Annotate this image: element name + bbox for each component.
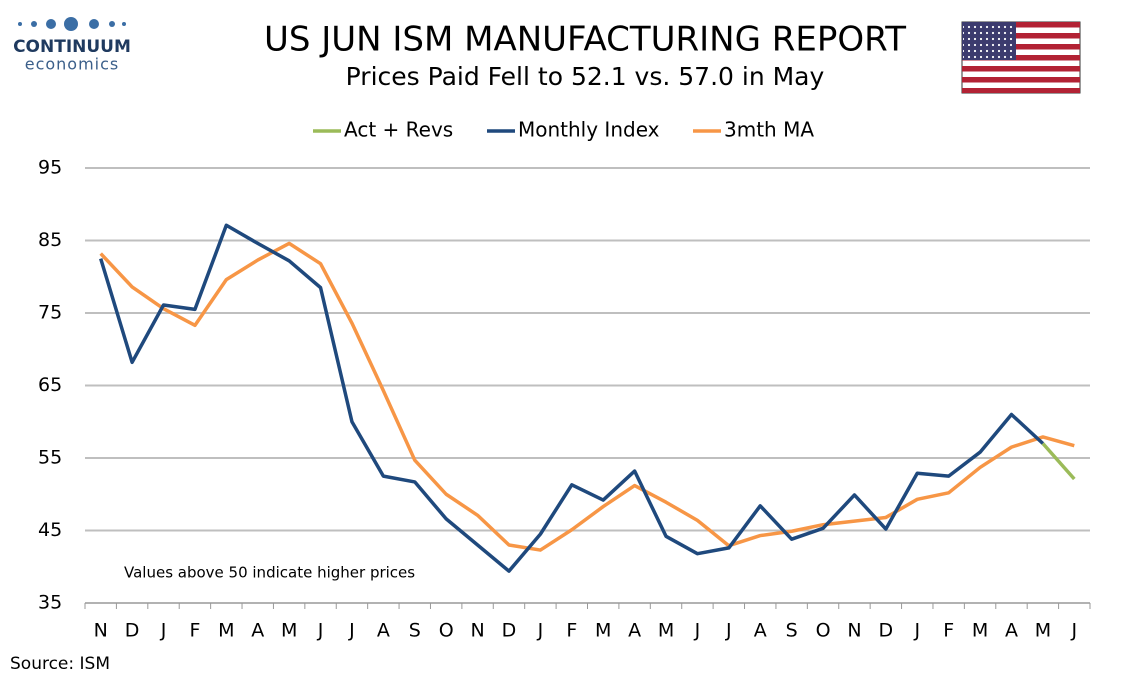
x-tick-label: O [816,620,831,642]
x-tick-label: A [377,620,390,642]
y-tick-label: 75 [38,302,62,324]
x-tick-label: J [725,620,732,642]
series-line [1041,442,1076,481]
x-tick-label: A [251,620,264,642]
x-tick-label: J [694,620,701,642]
x-tick-label: J [348,620,355,642]
y-tick-label: 55 [38,447,62,469]
x-tick-label: M [658,620,674,642]
x-tick-label: S [409,620,421,642]
x-tick-label: M [972,620,988,642]
flag [961,21,1081,94]
x-tick-label: D [125,620,140,642]
legend-label: Monthly Index [518,118,660,142]
x-tick-label: A [1005,620,1018,642]
logo-name: CONTINUUM [13,37,131,57]
x-tick-label: N [470,620,484,642]
x-tick-label: O [439,620,454,642]
x-tick-label: J [537,620,544,642]
x-tick-label: A [628,620,641,642]
x-tick-label: S [786,620,798,642]
source: Source: ISM [10,654,110,674]
annotation: Values above 50 indicate higher prices [124,564,415,582]
x-tick-label: M [281,620,297,642]
x-tick-label: D [879,620,894,642]
x-tick-label: N [94,620,108,642]
y-tick-label: 35 [38,592,62,614]
x-tick-label: N [847,620,861,642]
y-tick-label: 65 [38,374,62,396]
x-tick-label: F [566,620,577,642]
x-tick-label: J [317,620,324,642]
x-tick-label: F [189,620,200,642]
logo: CONTINUUM economics [13,17,131,74]
x-tick-label: M [218,620,234,642]
logo-tagline: economics [25,55,120,74]
y-tick-label: 45 [38,519,62,541]
series-line [99,241,1075,552]
x-tick-label: D [502,620,517,642]
series-line [99,223,1045,573]
x-tick-label: J [913,620,920,642]
chart-subtitle: Prices Paid Fell to 52.1 vs. 57.0 in May [346,62,825,91]
x-tick-label: M [595,620,611,642]
x-tick-label: J [160,620,167,642]
x-tick-label: A [754,620,767,642]
y-tick-label: 85 [38,229,62,251]
legend-label: Act + Revs [344,118,453,142]
chart-title: US JUN ISM MANUFACTURING REPORT [264,20,906,60]
x-tick-label: F [943,620,954,642]
y-tick-label: 95 [38,157,62,179]
legend-label: 3mth MA [724,118,814,142]
x-tick-label: M [1035,620,1051,642]
x-tick-label: J [1070,620,1077,642]
